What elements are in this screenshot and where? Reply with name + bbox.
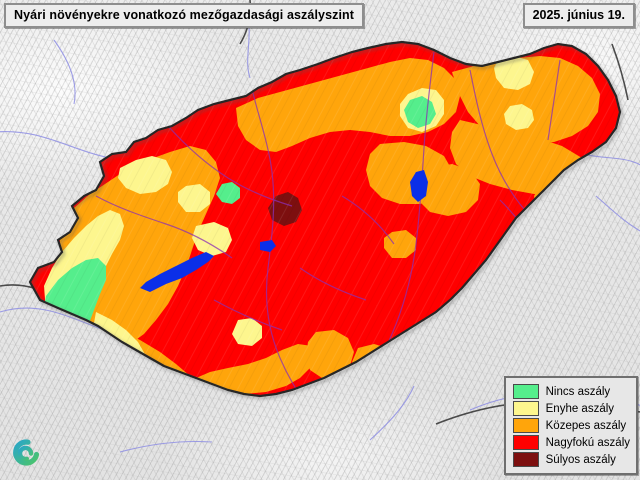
legend-item-no-drought: Nincs aszály [512, 383, 630, 400]
legend-label-no-drought: Nincs aszály [545, 385, 611, 398]
lake-ferto [66, 138, 82, 176]
inner-rivers [95, 51, 561, 396]
legend-swatch-high-drought [512, 435, 539, 450]
legend: Nincs aszály Enyhe aszály Közepes aszály… [503, 376, 638, 475]
map-date: 2025. június 19. [532, 8, 625, 22]
page-title: Nyári növényekre vonatkozó mezőgazdasági… [14, 8, 355, 22]
lake-small-east [484, 338, 496, 350]
map-date-box: 2025. június 19. [522, 3, 635, 28]
legend-swatch-severe-drought [512, 452, 539, 467]
legend-label-mild-drought: Enyhe aszály [545, 402, 615, 415]
lake-balaton [140, 252, 214, 292]
legend-swatch-moderate-drought [512, 418, 539, 433]
legend-label-moderate-drought: Közepes aszály [545, 419, 627, 432]
legend-swatch-mild-drought [512, 401, 539, 416]
legend-label-high-drought: Nagyfokú aszály [545, 436, 630, 449]
legend-label-severe-drought: Súlyos aszály [545, 453, 616, 466]
spiral-logo-outer-arc [13, 439, 40, 466]
spiral-logo-inner-arc [17, 445, 34, 462]
legend-item-severe-drought: Súlyos aszály [512, 451, 630, 468]
country-border [28, 40, 622, 398]
map-title-box: Nyári növényekre vonatkozó mezőgazdasági… [4, 3, 365, 28]
lake-velence [260, 240, 276, 252]
legend-item-high-drought: Nagyfokú aszály [512, 434, 630, 451]
lake-tisza [410, 170, 428, 202]
legend-item-moderate-drought: Közepes aszály [512, 417, 630, 434]
legend-swatch-no-drought [512, 384, 539, 399]
spiral-logo [13, 439, 40, 466]
legend-item-mild-drought: Enyhe aszály [512, 400, 630, 417]
